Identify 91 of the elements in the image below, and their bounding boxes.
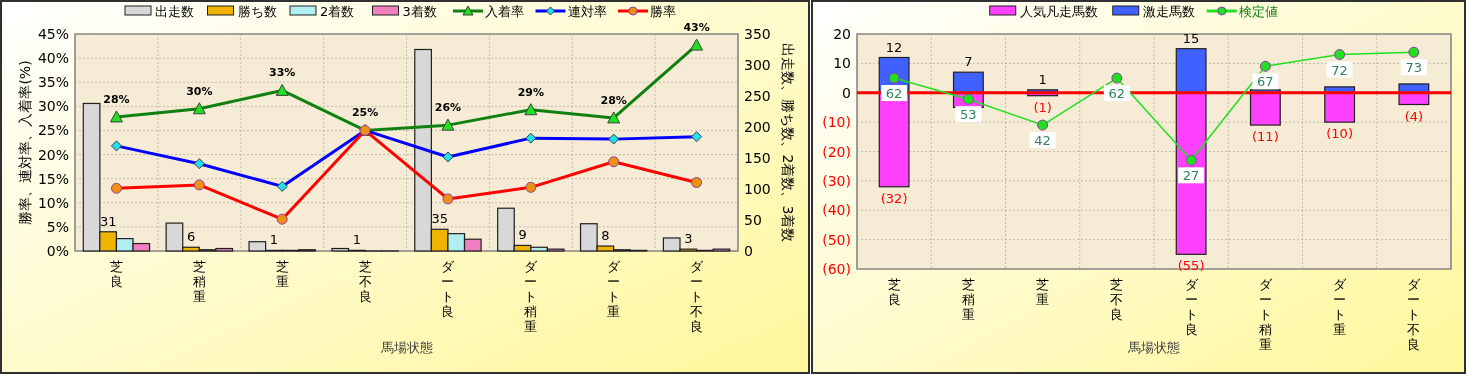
data-label: 28% [600, 93, 627, 107]
legend-label: 3着数 [402, 4, 437, 19]
y-tick-label: (50) [822, 231, 851, 248]
y-tick-label: 20 [833, 26, 851, 42]
legend-label: 2着数 [320, 4, 355, 19]
y2-tick-label: 50 [744, 212, 762, 228]
data-label: 73 [1405, 60, 1423, 76]
data-label: 9 [518, 227, 527, 243]
x-tick-label: 芝重 [275, 259, 289, 289]
x-tick-label: ダート稍重 [1258, 277, 1273, 352]
data-label: 12 [885, 39, 903, 55]
y-axis-title: 勝率、連対率、入着率(%) [17, 60, 33, 225]
data-label: 1 [1038, 71, 1047, 87]
data-label: 67 [1257, 74, 1274, 90]
y-tick-label: (10) [822, 114, 851, 131]
x-tick-label: 芝不良 [1110, 277, 1124, 322]
x-axis-title: 馬場状態 [379, 340, 433, 355]
x-tick-label: ダート稍重 [524, 259, 539, 334]
y-tick-label: 45% [37, 26, 69, 42]
legend-label: 出走数 [155, 4, 194, 19]
data-label: 26% [434, 101, 462, 115]
legend-label: 勝率 [650, 4, 676, 19]
y-tick-label: 0% [46, 243, 69, 259]
y-tick-label: 10% [37, 194, 69, 211]
data-label: (10) [1326, 126, 1353, 142]
data-label: 62 [885, 86, 903, 102]
y2-tick-label: 0 [744, 243, 753, 259]
data-label: (4) [1404, 108, 1424, 124]
data-label: (55) [1177, 258, 1205, 274]
data-label: 33% [269, 66, 296, 80]
x-tick-label: ダート良 [1184, 277, 1199, 337]
x-tick-label: 芝良 [109, 259, 123, 289]
y-tick-label: 30% [37, 98, 69, 115]
legend-label: 連対率 [567, 4, 607, 19]
data-label: 53 [960, 107, 977, 123]
data-label: 1 [352, 232, 361, 248]
y-tick-label: 35% [37, 74, 69, 91]
data-label: 28% [103, 92, 130, 106]
y2-tick-label: 300 [744, 57, 771, 73]
data-label: 35 [431, 211, 448, 227]
y-tick-label: (40) [822, 202, 851, 219]
x-tick-label: ダート重 [607, 259, 622, 319]
y-tick-label: 15% [37, 170, 69, 187]
legend-label: 激走馬数 [1142, 4, 1195, 19]
data-label: 25% [351, 106, 379, 120]
y-tick-label: 25% [37, 122, 69, 139]
data-label: 8 [601, 228, 610, 244]
data-label: 27 [1182, 168, 1200, 184]
y-tick-label: 40% [37, 50, 69, 67]
x-tick-label: 芝不良 [358, 259, 372, 304]
x-tick-label: 芝稍重 [961, 277, 975, 322]
legend-label: 勝ち数 [237, 4, 277, 19]
y-tick-label: (20) [822, 143, 851, 160]
data-label: 7 [964, 54, 973, 70]
y2-tick-label: 200 [744, 119, 771, 135]
data-label: 15 [1182, 30, 1200, 46]
x-tick-label: 芝良 [887, 277, 901, 307]
y2-tick-label: 250 [744, 88, 771, 104]
data-label: 6 [186, 229, 196, 245]
data-label: 42 [1034, 133, 1051, 149]
x-tick-label: ダート不良 [690, 259, 705, 334]
x-tick-label: ダート重 [1333, 277, 1348, 337]
data-label: 31 [99, 213, 117, 229]
y-tick-label: 10 [833, 55, 851, 72]
x-tick-label: ダート不良 [1407, 277, 1422, 352]
data-label: (32) [880, 190, 908, 206]
y2-tick-label: 150 [744, 150, 771, 166]
y-tick-label: 20% [37, 146, 69, 163]
y-tick-label: 0 [842, 84, 851, 101]
data-label: 3 [684, 231, 693, 247]
data-label: 29% [517, 85, 544, 99]
legend-label: 検定値 [1238, 4, 1278, 19]
y-tick-label: (60) [822, 261, 851, 277]
x-axis-title: 馬場状態 [1127, 340, 1180, 355]
data-label: 72 [1331, 62, 1348, 78]
x-tick-label: ダート良 [441, 259, 456, 319]
y-tick-label: 5% [46, 218, 69, 235]
data-label: 30% [186, 84, 213, 98]
y2-tick-label: 350 [744, 26, 771, 42]
data-label: 62 [1108, 86, 1126, 102]
data-label: (1) [1033, 99, 1052, 115]
data-label: 43% [683, 21, 710, 35]
legend-label: 人気凡走馬数 [1019, 4, 1098, 19]
x-tick-label: 芝重 [1036, 277, 1050, 307]
data-label: 1 [269, 232, 279, 248]
legend-label: 入着率 [485, 4, 524, 19]
data-label: (11) [1252, 129, 1279, 145]
y-tick-label: (30) [822, 172, 851, 189]
y2-tick-label: 100 [744, 181, 771, 197]
x-tick-label: 芝稍重 [192, 259, 206, 304]
y2-axis-title: 出走数、勝ち数、2着数、3着数 [780, 42, 796, 243]
